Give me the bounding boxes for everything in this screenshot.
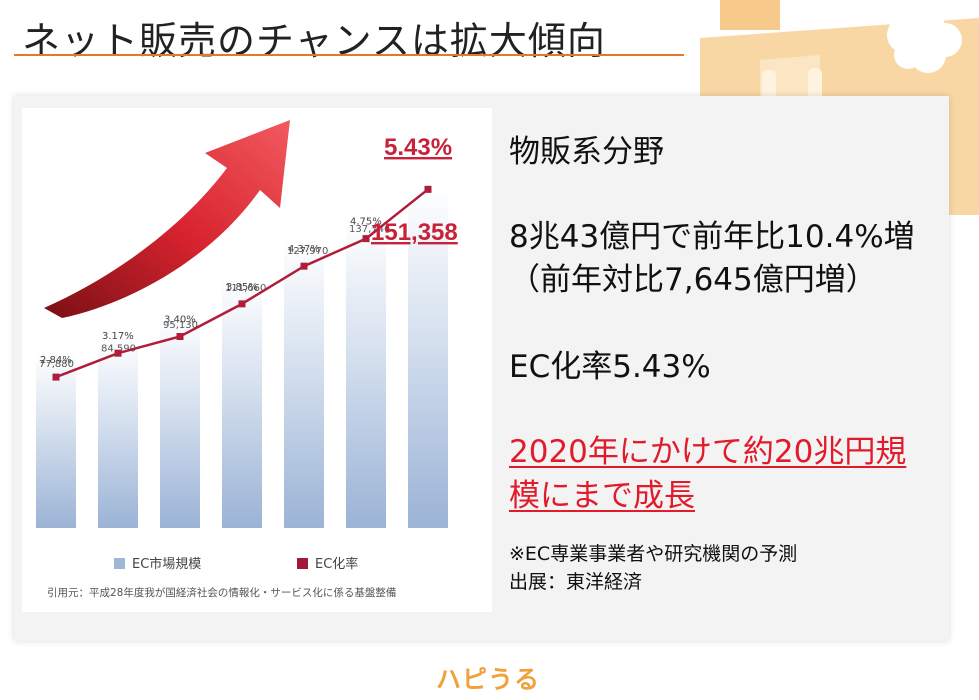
rate-label-5: 4.75% xyxy=(350,217,382,228)
bar-4 xyxy=(284,240,324,528)
bar-label-3: 111,660 xyxy=(225,283,266,294)
bar-2 xyxy=(160,313,200,528)
bar-label-1: 84,590 xyxy=(101,344,136,355)
ec-rate-text: EC化率5.43% xyxy=(509,349,711,385)
segment-heading: 物販系分野 xyxy=(509,134,664,170)
rate-label-2: 3.40% xyxy=(164,315,196,326)
bar-label-5: 137,746 xyxy=(349,224,390,235)
rate-point-5 xyxy=(362,235,370,243)
forecast-note: ※EC専業事業者や研究機関の予測 xyxy=(509,543,798,565)
callout-latest-size: 151,358 xyxy=(371,219,458,246)
bar-5 xyxy=(346,218,386,528)
rate-point-4 xyxy=(300,262,308,270)
summary-panel: 物販系分野 8兆43億円で前年比10.4%増 （前年対比7,645億円増） EC… xyxy=(509,96,949,641)
bar-label-4: 127,970 xyxy=(287,246,328,257)
rate-point-2 xyxy=(176,333,184,340)
page-title: ネット販売のチャンスは拡大傾向 xyxy=(22,19,606,63)
source-note: 出展：東洋経済 xyxy=(509,571,643,593)
bar-6 xyxy=(408,187,448,528)
forecast-line-1: 2020年にかけて約20兆円規 xyxy=(509,434,907,470)
bar-1 xyxy=(98,337,138,528)
bar-label-2: 95,130 xyxy=(163,320,198,331)
title-underline xyxy=(14,54,684,56)
bar-label-0: 77,880 xyxy=(39,359,74,370)
brand-logo: ハピうる xyxy=(436,665,541,694)
rate-point-0 xyxy=(52,373,60,381)
rate-point-1 xyxy=(114,349,122,357)
rate-label-1: 3.17% xyxy=(102,331,134,342)
market-size-text: 8兆43億円で前年比10.4%増 xyxy=(509,219,915,255)
rate-label-3: 3.85% xyxy=(226,282,258,293)
yoy-increase-text: （前年対比7,645億円増） xyxy=(509,262,877,298)
callout-latest-rate: 5.43% xyxy=(384,134,452,161)
growth-arrow-icon xyxy=(44,120,290,318)
content-card: 77,880 84,590 95,130 111,660 127,970 137,746 … xyxy=(14,96,949,641)
forecast-line-2: 模にまで成長 xyxy=(509,478,695,514)
legend-label-line: EC化率 xyxy=(315,556,358,572)
legend-label-bar: EC市場規模 xyxy=(132,556,201,572)
rate-point-3 xyxy=(238,300,246,308)
chart-legend: EC市場規模 EC化率 xyxy=(114,556,358,572)
legend-swatch-bar xyxy=(114,558,125,569)
chart-source: 引用元：平成28年度我が国経済社会の情報化・サービス化に係る基盤整備 xyxy=(47,586,396,599)
rate-label-4: 4.37% xyxy=(288,244,320,255)
bar-3 xyxy=(222,276,262,528)
bar-0 xyxy=(36,352,76,528)
ec-market-chart: 77,880 84,590 95,130 111,660 127,970 137,746 … xyxy=(22,108,492,612)
legend-swatch-line xyxy=(297,558,308,569)
rate-point-6 xyxy=(424,185,432,193)
rate-label-0: 2.84% xyxy=(40,355,72,366)
